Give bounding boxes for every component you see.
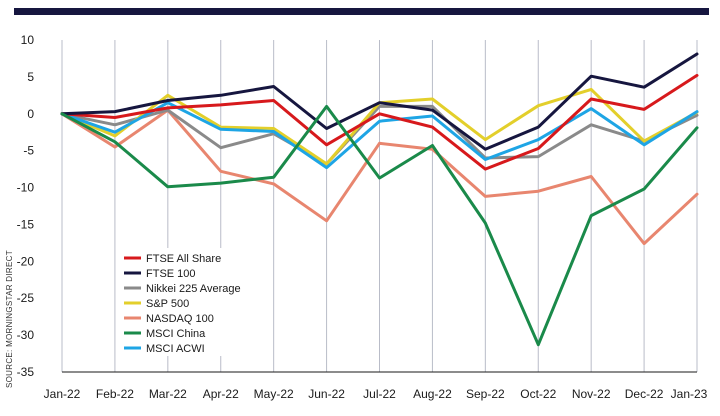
legend-label: MSCI ACWI — [146, 343, 205, 355]
x-tick-label: Aug-22 — [413, 387, 452, 401]
y-tick-label: -35 — [17, 365, 35, 379]
y-tick-label: 5 — [27, 70, 34, 84]
x-tick-labels: Jan-22 Feb-22 Mar-22 Apr-22 May-22 Jun-22 Jul-… — [44, 387, 708, 401]
x-tick-label: Jan-23 — [671, 387, 708, 401]
y-tick-label: -20 — [17, 254, 35, 268]
x-tick-label: Dec-22 — [625, 387, 664, 401]
series-line-ftse-all-share — [60, 73, 699, 171]
y-tick-label: 10 — [21, 33, 35, 47]
series-lines — [60, 52, 699, 347]
x-tick-label: Mar-22 — [149, 387, 187, 401]
series-line-msci-acwi — [60, 101, 699, 170]
x-tick-label: Feb-22 — [96, 387, 134, 401]
x-tick-label: May-22 — [254, 387, 294, 401]
series-line-nikkei-225-average — [60, 104, 699, 166]
x-tick-label: Apr-22 — [203, 387, 239, 401]
series-line-ftse-100 — [60, 52, 699, 151]
y-tick-label: -25 — [17, 291, 35, 305]
y-tick-label: 0 — [27, 107, 34, 121]
x-tick-label: Jan-22 — [44, 387, 81, 401]
grid — [61, 40, 698, 372]
x-tick-label: Oct-22 — [520, 387, 556, 401]
series-line-msci-china — [60, 104, 699, 347]
x-tick-label: Nov-22 — [572, 387, 611, 401]
legend-label: Nikkei 225 Average — [146, 283, 241, 295]
x-tick-label: Sep-22 — [466, 387, 505, 401]
x-tick-label: Jul-22 — [363, 387, 396, 401]
y-tick-label: -10 — [17, 181, 35, 195]
legend-label: S&P 500 — [146, 298, 189, 310]
header-bar — [14, 8, 709, 15]
legend-label: NASDAQ 100 — [146, 313, 214, 325]
source-note: SOURCE: MORNINGSTAR DIRECT — [5, 250, 14, 388]
y-tick-label: -30 — [17, 328, 35, 342]
legend-label: FTSE All Share — [146, 253, 221, 265]
legend-label: MSCI China — [146, 328, 206, 340]
x-tick-label: Jun-22 — [308, 387, 345, 401]
y-tick-label: -15 — [17, 217, 35, 231]
legend: FTSE All Share FTSE 100 Nikkei 225 Average… — [118, 248, 248, 356]
y-tick-label: -5 — [23, 144, 34, 158]
legend-label: FTSE 100 — [146, 268, 196, 280]
y-tick-labels: 10 5 0 -5 -10 -15 -20 -25 -30 -35 — [17, 33, 35, 379]
